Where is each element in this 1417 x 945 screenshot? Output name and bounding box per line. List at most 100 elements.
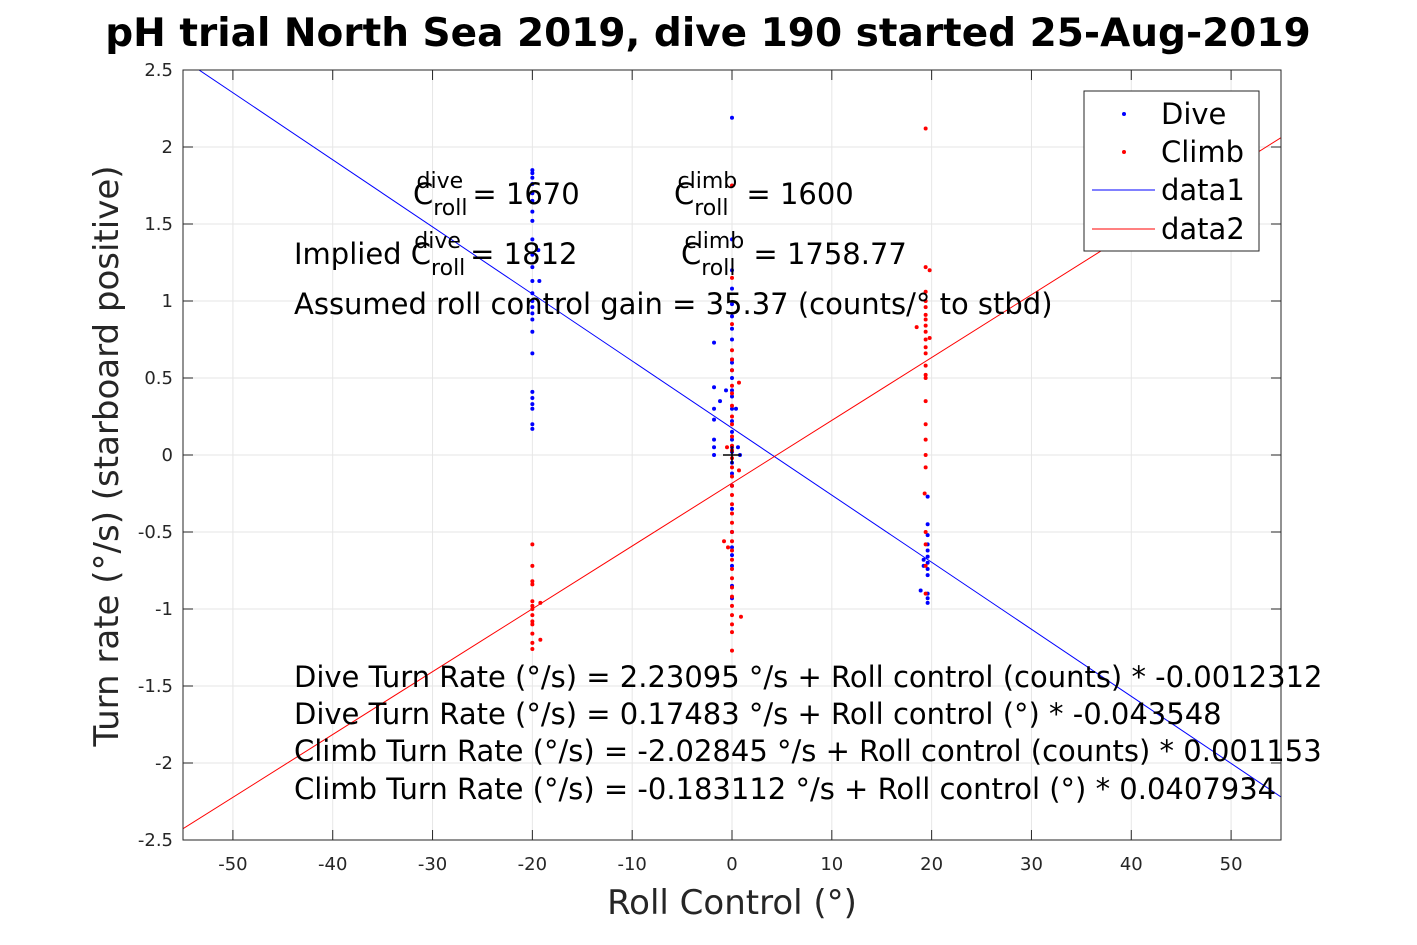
legend-label: Dive [1161,97,1226,131]
data-point-dive [530,396,535,401]
data-point-climb [730,566,734,571]
annotation-fit3: Climb Turn Rate (°/s) = -2.02845 °/s + R… [294,734,1322,768]
data-point-dive [530,291,535,296]
data-point-dive [735,445,740,450]
data-point-climb [730,322,734,327]
data-point-climb [923,305,928,310]
data-point-dive [530,299,535,303]
axes-box [182,69,1282,841]
data-point-climb [923,299,928,303]
data-point-dive [730,471,734,476]
data-point-climb [923,530,928,534]
data-point-climb [730,520,734,525]
data-point-climb [730,275,734,280]
annotation-subscript: roll [694,196,728,221]
data-point-dive [712,385,717,390]
data-point-climb [730,576,734,581]
data-point-dive [530,198,535,203]
data-point-climb [730,483,734,488]
data-point-dive [730,563,734,568]
legend-label: data1 [1161,173,1245,207]
data-point-climb [530,607,535,611]
data-layer [183,70,1281,830]
data-point-dive [730,286,734,291]
data-point-dive [530,426,535,431]
x-tick-label: -30 [418,854,447,875]
data-point-climb [530,563,535,568]
data-point-climb [730,414,734,419]
data-point-climb [923,465,928,470]
data-point-dive [730,553,734,558]
data-point-dive [530,209,535,214]
data-point-climb [730,474,734,479]
data-point-dive [730,545,734,550]
y-tick-label: -0.5 [138,522,173,543]
data-point-dive [530,406,535,411]
data-point-dive [730,388,734,393]
data-point-dive [730,437,734,442]
data-point-dive [925,533,930,538]
data-point-climb [730,539,734,544]
data-point-dive [530,191,535,196]
data-point-climb [923,563,928,568]
data-point-climb [738,614,743,619]
data-point-climb [923,337,928,342]
data-point-climb [730,422,734,427]
annotation-implied-dive: Implied Crolldive = 1812 [294,229,577,281]
data-point-climb [923,453,928,457]
data-point-dive [712,417,717,422]
data-point-climb [730,557,734,562]
y-tick-label: 1.5 [144,214,173,235]
data-point-climb [530,582,535,587]
data-point-dive [730,406,734,411]
data-point-climb [730,594,734,599]
data-point-dive [530,389,535,394]
data-point-climb [530,640,535,645]
annotation-value: = 1670 [463,177,580,211]
data-point-dive [925,522,930,527]
data-point-climb [730,648,734,653]
data-point-climb [923,345,928,350]
data-point-climb [730,530,734,534]
y-tick-label: -2 [155,753,173,774]
data-point-dive [530,175,535,180]
annotation-cdive: Crolldive = 1670 [413,169,580,221]
data-point-climb [730,603,734,608]
legend: Dive Climb data1 data2 [1083,90,1260,252]
data-point-dive [530,218,535,223]
data-point-dive [730,237,734,242]
annotation-superscript: climb [685,229,745,254]
data-point-climb [530,631,535,636]
data-point-climb [914,325,919,330]
y-tick-label: 2.5 [144,60,173,81]
annotation-implied-climb: Crollclimb = 1758.77 [681,229,907,281]
data-point-climb [730,357,734,362]
y-tick-label: 1 [162,291,173,312]
series-line-data1 [198,70,1281,798]
plot-area: -50 -40 -30 -20 -10 0 10 20 30 40 50-2.5-2-1.5-1-0… [138,60,1323,875]
data-point-climb [730,493,734,498]
data-point-climb [530,619,535,624]
annotation-fit2: Dive Turn Rate (°/s) = 0.17483 °/s + Rol… [294,697,1222,731]
data-point-dive [925,548,930,553]
annotation-subscript: roll [431,256,465,281]
data-point-dive [730,115,734,120]
x-tick-label: -10 [617,854,646,875]
data-point-dive [712,445,717,450]
data-point-dive [925,560,930,565]
data-point-climb [730,585,734,590]
data-point-dive [730,394,734,399]
data-point-climb [736,468,741,473]
annotation-subscript: roll [701,256,735,281]
data-point-climb [730,622,734,627]
data-point-climb [730,465,734,470]
annotation-value: = 1600 [737,177,854,211]
data-point-climb [530,622,535,627]
y-tick-label: -2.5 [138,830,173,851]
chart-title: pH trial North Sea 2019, dive 190 starte… [105,11,1310,56]
data-point-dive [918,588,923,593]
y-tick-label: 2 [162,137,173,158]
annotation-value: = 1812 [461,237,578,271]
data-point-dive [925,554,930,559]
annotation-subscript: roll [433,196,467,221]
